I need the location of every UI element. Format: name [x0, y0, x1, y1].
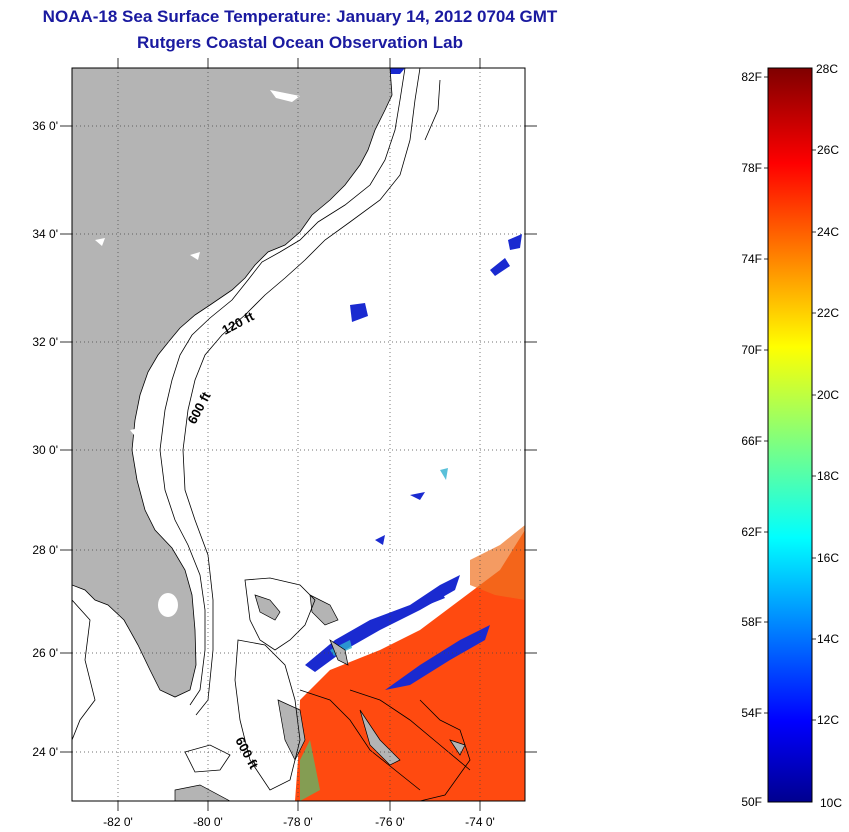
colorbar-c-label: 12C [817, 713, 839, 727]
map-frame [71, 67, 526, 802]
lat-label: 26 0' [32, 646, 58, 660]
colorbar-c-label: 16C [817, 551, 839, 565]
colorbar-gradient [767, 67, 813, 803]
lat-label: 32 0' [32, 335, 58, 349]
lon-label: -74 0' [465, 815, 495, 829]
warm-sst-green-edge [300, 740, 320, 801]
warm-sst-region [295, 530, 525, 801]
lat-label: 24 0' [32, 745, 58, 759]
warm-sst-speckle [470, 525, 525, 600]
map-subtitle: Rutgers Coastal Ocean Observation Lab [137, 33, 463, 52]
colorbar-c-label: 28C [816, 62, 838, 76]
colorbar-f-label: 50F [741, 795, 762, 809]
colorbar-f-label: 66F [741, 434, 762, 448]
colorbar-c-label: 18C [817, 469, 839, 483]
colorbar-f-label: 58F [741, 615, 762, 629]
us-coast-land [72, 68, 393, 698]
lon-label: -76 0' [375, 815, 405, 829]
lat-label: 36 0' [32, 119, 58, 133]
lon-label: -80 0' [193, 815, 223, 829]
colorbar-c-label: 24C [817, 225, 839, 239]
bathymetry-contours [72, 68, 471, 801]
lat-label: 34 0' [32, 227, 58, 241]
colorbar-c-label: 22C [817, 306, 839, 320]
lat-label: 30 0' [32, 443, 58, 457]
colorbar-f-label: 82F [741, 70, 762, 84]
lon-label: -82 0' [103, 815, 133, 829]
colorbar-f-label: 62F [741, 525, 762, 539]
colorbar-c-label: 14C [817, 632, 839, 646]
map-title: NOAA-18 Sea Surface Temperature: January… [42, 7, 558, 26]
inland-water [95, 90, 300, 617]
axis-ticks [60, 58, 537, 811]
lat-label: 28 0' [32, 543, 58, 557]
colorbar-c-label: 20C [817, 388, 839, 402]
colorbar-f-label: 70F [741, 343, 762, 357]
colorbar-f-label: 54F [741, 706, 762, 720]
colorbar-c-label: 10C [820, 796, 842, 810]
colorbar-c-label: 26C [817, 143, 839, 157]
map-panel: 36 0' 34 0' 32 0' 30 0' 28 0' 26 0' 24 0… [32, 58, 537, 829]
lon-label: -78 0' [283, 815, 313, 829]
colorbar-f-label: 78F [741, 161, 762, 175]
colorbar-f-label: 74F [741, 252, 762, 266]
colorbar: 82F 78F 74F 70F 66F 62F 58F 54F 50F 28C … [741, 62, 842, 810]
